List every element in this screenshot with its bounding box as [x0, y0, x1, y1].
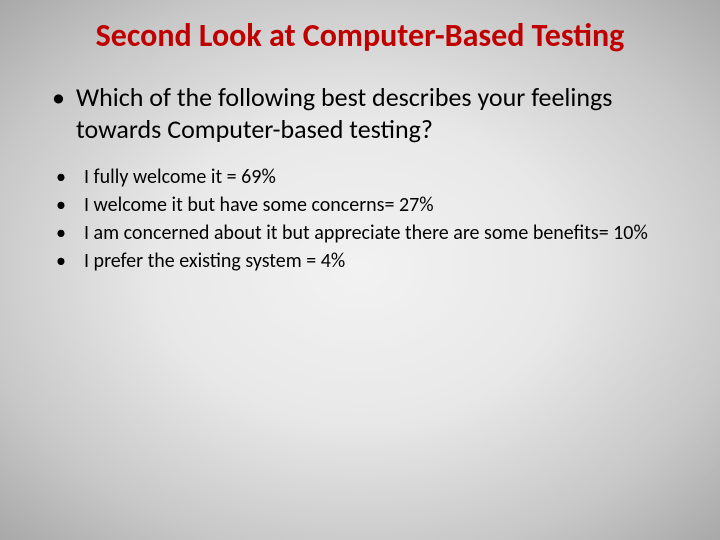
bullet-icon: • [50, 220, 84, 246]
list-item: • I fully welcome it = 69% [50, 164, 670, 190]
bullet-icon: • [50, 164, 84, 190]
bullet-icon: • [50, 248, 84, 274]
question-item: • Which of the following best describes … [50, 81, 670, 146]
question-block: • Which of the following best describes … [50, 81, 670, 146]
list-item: • I am concerned about it but appreciate… [50, 220, 670, 246]
answer-text: I am concerned about it but appreciate t… [84, 220, 670, 246]
answer-text: I fully welcome it = 69% [84, 164, 670, 190]
answers-block: • I fully welcome it = 69% • I welcome i… [50, 164, 670, 274]
bullet-icon: • [50, 192, 84, 218]
bullet-icon: • [50, 81, 76, 114]
slide: Second Look at Computer-Based Testing • … [0, 0, 720, 540]
answer-text: I prefer the existing system = 4% [84, 248, 670, 274]
list-item: • I welcome it but have some concerns= 2… [50, 192, 670, 218]
list-item: • I prefer the existing system = 4% [50, 248, 670, 274]
answer-text: I welcome it but have some concerns= 27% [84, 192, 670, 218]
slide-title: Second Look at Computer-Based Testing [50, 18, 670, 55]
question-text: Which of the following best describes yo… [76, 81, 670, 146]
